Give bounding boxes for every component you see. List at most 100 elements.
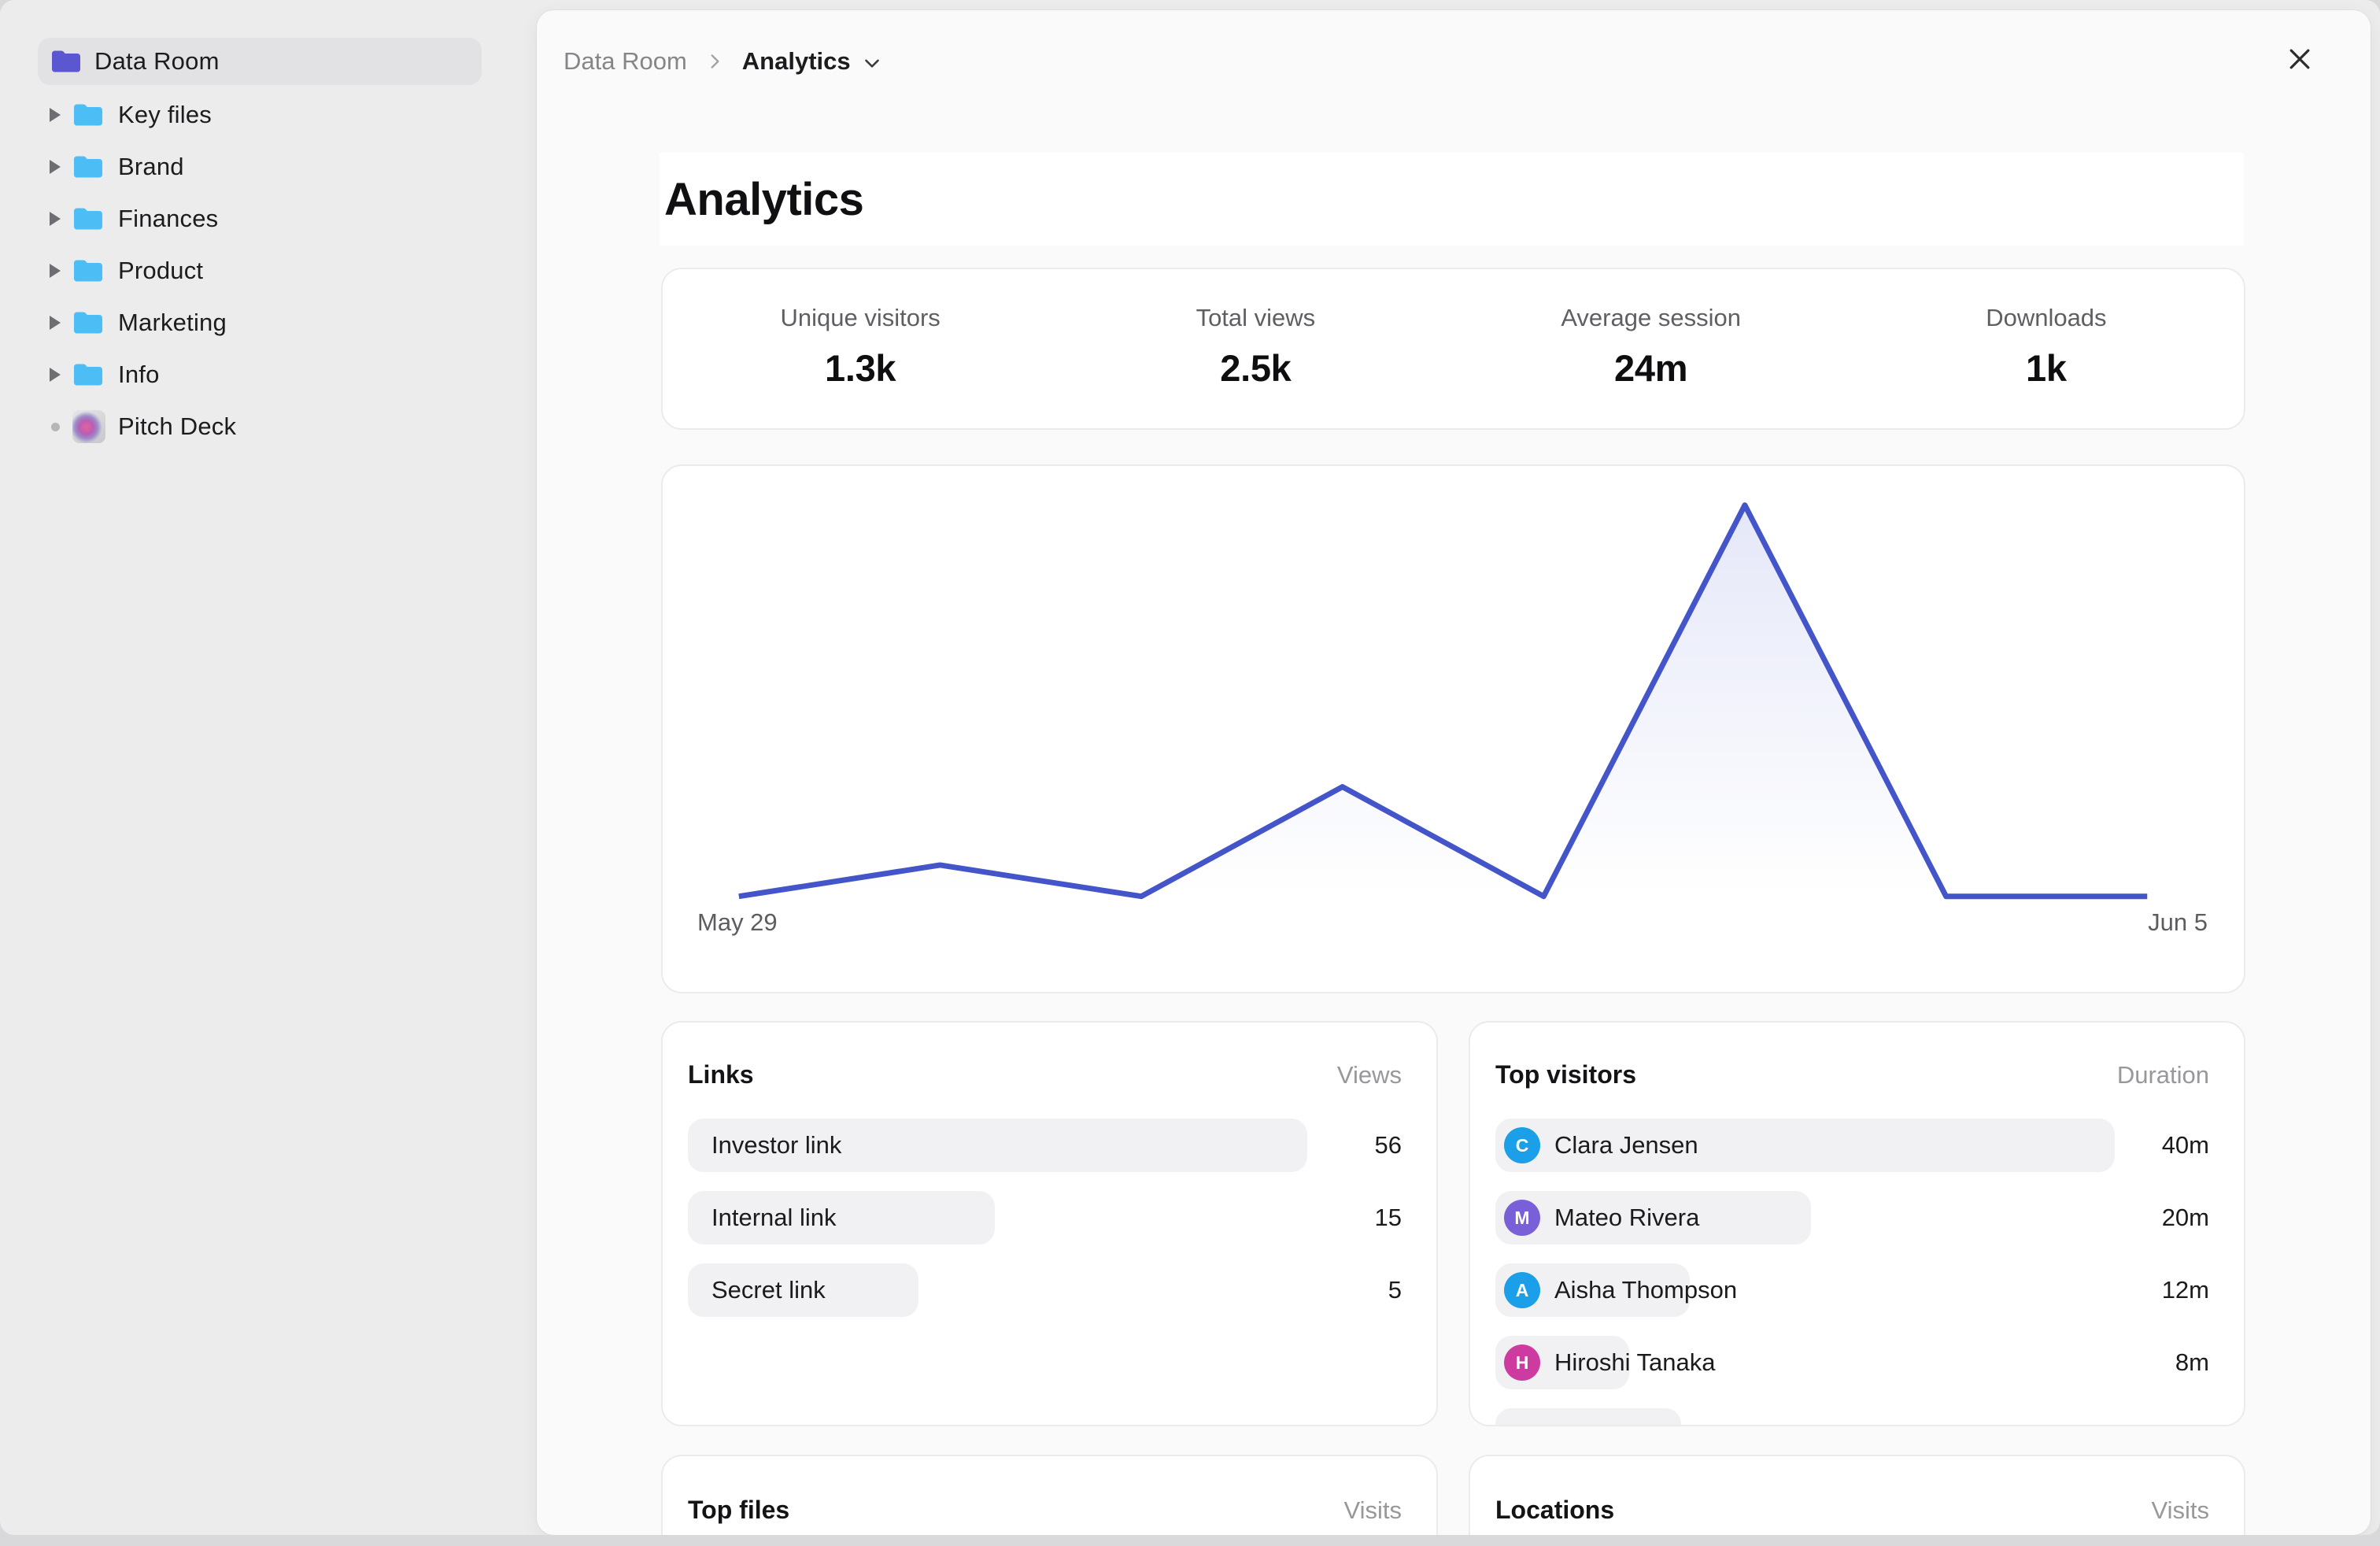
list-item: C Clara Jensen 40m: [1495, 1119, 2209, 1172]
analytics-panel: Data Room Analytics Analytics Unique vis…: [537, 10, 2371, 1535]
chart-area: [738, 505, 2148, 897]
folder-icon: [74, 364, 102, 386]
list-item: H Hiroshi Tanaka 8m: [1495, 1336, 2209, 1389]
sidebar-item-key-files[interactable]: Key files: [38, 90, 482, 140]
list-item: A Aisha Thompson 12m: [1495, 1263, 2209, 1317]
expand-caret-icon[interactable]: [38, 368, 72, 382]
visitor-name: Mateo Rivera: [1554, 1204, 1700, 1231]
visitor-bar: C Clara Jensen: [1495, 1119, 2115, 1172]
breadcrumb-parent[interactable]: Data Room: [564, 47, 687, 75]
folder-icon: [52, 50, 80, 72]
sidebar-item-finances[interactable]: Finances: [38, 194, 482, 244]
link-label: Secret link: [711, 1276, 826, 1304]
folder-icon: [74, 312, 102, 334]
sidebar-item-label: Pitch Deck: [118, 412, 237, 440]
list-item: Internal link 15: [688, 1191, 1402, 1245]
visitor-bar: H Hiroshi Tanaka: [1495, 1336, 1715, 1389]
stats-summary-card: Unique visitors 1.3k Total views 2.5k Av…: [661, 268, 2245, 430]
sidebar-item-data-room[interactable]: Data Room: [38, 38, 482, 85]
expand-caret-icon[interactable]: [38, 264, 72, 278]
card-title: Locations: [1495, 1496, 1615, 1524]
sidebar-item-pitch-deck[interactable]: Pitch Deck: [38, 401, 482, 452]
avatar: M: [1504, 1200, 1540, 1236]
visitor-duration: 40m: [2161, 1131, 2209, 1159]
link-label: Internal link: [711, 1204, 837, 1231]
links-card: Links Views Investor link 56 Internal li…: [661, 1021, 1438, 1426]
link-bar: Internal link: [688, 1191, 995, 1245]
chevron-right-icon: [704, 51, 725, 72]
sidebar-item-label: Finances: [118, 205, 219, 232]
link-views-value: 5: [1388, 1276, 1402, 1304]
folder-icon: [74, 208, 102, 230]
card-title: Top files: [688, 1496, 790, 1524]
stat-downloads: Downloads 1k: [1849, 269, 2244, 428]
visitor-name: Aisha Thompson: [1554, 1276, 1738, 1304]
sidebar-item-label: Product: [118, 257, 204, 284]
card-column-header: Visits: [2151, 1496, 2209, 1524]
sidebar-item-label: Data Room: [94, 47, 220, 75]
avatar: A: [1504, 1272, 1540, 1308]
list-item: Secret link 5: [688, 1263, 1402, 1317]
visitor-name: Hiroshi Tanaka: [1554, 1348, 1716, 1376]
slide-thumbnail-icon: [72, 410, 105, 443]
x-axis-start-label: May 29: [697, 908, 778, 936]
link-views-value: 15: [1374, 1204, 1402, 1231]
sidebar-item-label: Marketing: [118, 309, 227, 336]
breadcrumb-current-dropdown[interactable]: Analytics: [742, 47, 884, 76]
stat-total-views: Total views 2.5k: [1058, 269, 1453, 428]
chart-line: [738, 502, 2148, 900]
card-column-header: Views: [1336, 1061, 1402, 1089]
folder-icon: [74, 260, 102, 282]
stat-label: Unique visitors: [780, 304, 941, 331]
list-bullet-icon: [38, 422, 72, 431]
page-header: Analytics: [660, 153, 2244, 246]
top-files-card: Top files Visits: [661, 1455, 1438, 1535]
line-chart-plot: [738, 502, 2148, 900]
stat-value: 1.3k: [824, 347, 896, 389]
sidebar-item-label: Key files: [118, 101, 212, 128]
sidebar-item-label: Info: [118, 361, 160, 388]
link-views-value: 56: [1374, 1131, 1402, 1159]
top-visitors-card: Top visitors Duration C Clara Jensen 40m…: [1469, 1021, 2245, 1426]
visitor-bar: A Aisha Thompson: [1495, 1263, 1737, 1317]
sidebar-item-product[interactable]: Product: [38, 246, 482, 296]
list-item: M Mateo Rivera 20m: [1495, 1191, 2209, 1245]
close-button[interactable]: [2275, 34, 2325, 84]
card-title: Top visitors: [1495, 1060, 1636, 1089]
visitor-duration: 20m: [2161, 1204, 2209, 1231]
sidebar-item-marketing[interactable]: Marketing: [38, 298, 482, 348]
card-title: Links: [688, 1060, 754, 1089]
x-axis-end-label: Jun 5: [2148, 908, 2208, 936]
stat-label: Total views: [1196, 304, 1316, 331]
expand-caret-icon[interactable]: [38, 316, 72, 330]
list-item-clipped: [1495, 1408, 2209, 1425]
stat-label: Average session: [1561, 304, 1741, 331]
visitor-bar: M Mateo Rivera: [1495, 1191, 1812, 1245]
chevron-down-icon: [864, 59, 879, 68]
link-label: Investor link: [711, 1131, 842, 1159]
expand-caret-icon[interactable]: [38, 212, 72, 226]
stat-average-session: Average session 24m: [1454, 269, 1849, 428]
link-bar: Investor link: [688, 1119, 1307, 1172]
expand-caret-icon[interactable]: [38, 108, 72, 122]
folder-icon: [74, 104, 102, 126]
visitor-name: Clara Jensen: [1554, 1131, 1698, 1159]
visitor-duration: 12m: [2161, 1276, 2209, 1304]
visitors-list: C Clara Jensen 40m M Mateo Rivera 20m A: [1495, 1119, 2209, 1425]
breadcrumb: Data Room Analytics: [564, 37, 2344, 86]
visitor-duration: 8m: [2175, 1348, 2209, 1376]
links-list: Investor link 56 Internal link 15 Secret…: [688, 1119, 1402, 1317]
expand-caret-icon[interactable]: [38, 160, 72, 174]
avatar: C: [1504, 1127, 1540, 1163]
visitor-bar: [1495, 1408, 1682, 1425]
card-column-header: Visits: [1343, 1496, 1402, 1524]
close-icon: [2289, 49, 2310, 69]
sidebar-item-info[interactable]: Info: [38, 350, 482, 400]
locations-card: Locations Visits: [1469, 1455, 2245, 1535]
breadcrumb-current-label: Analytics: [741, 47, 851, 75]
stat-label: Downloads: [1986, 304, 2107, 331]
sidebar-item-brand[interactable]: Brand: [38, 142, 482, 192]
page-title: Analytics: [664, 173, 864, 225]
folder-icon: [74, 156, 102, 178]
